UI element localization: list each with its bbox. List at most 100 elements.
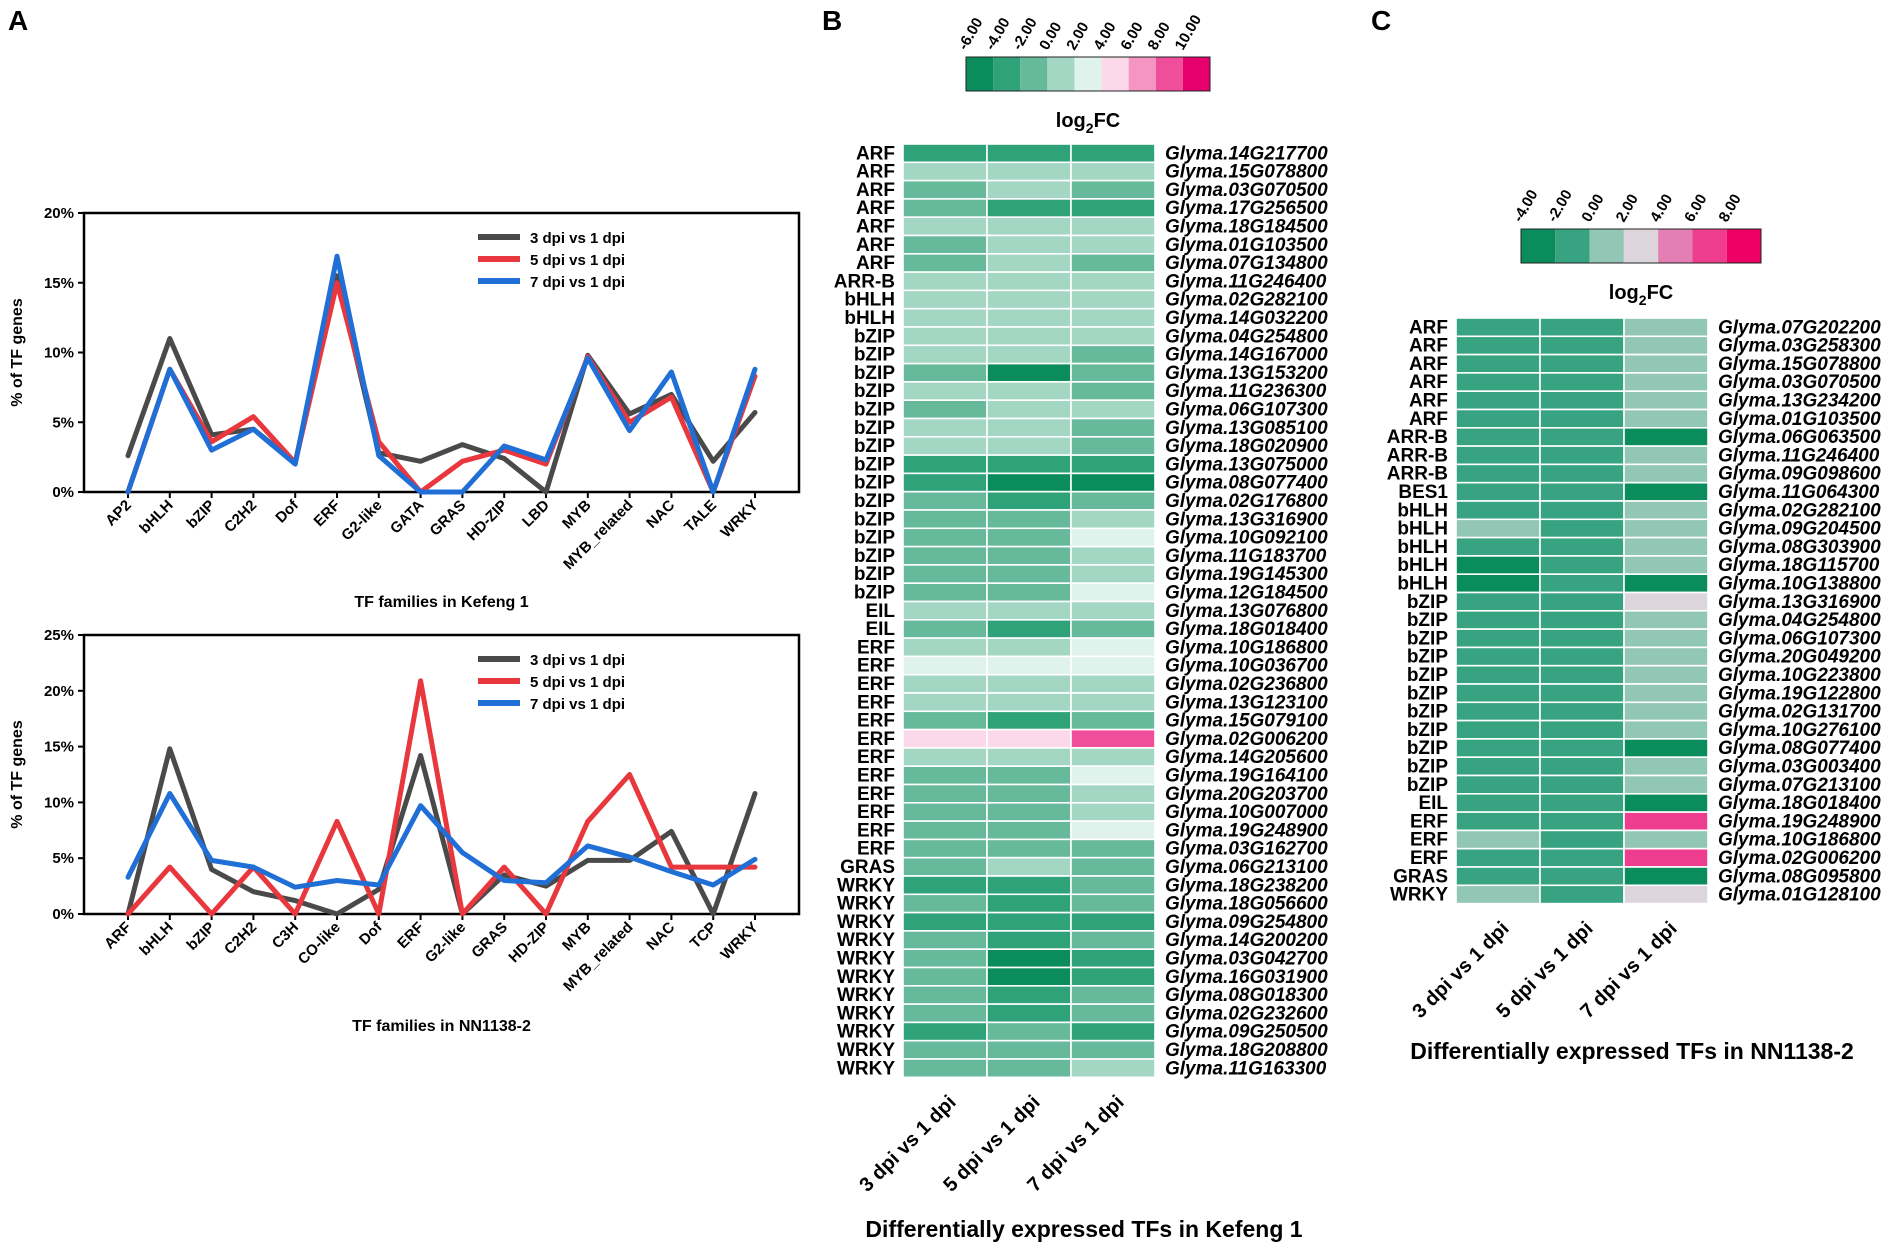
heatmap-cell <box>1623 683 1709 704</box>
scale-segment <box>1101 57 1129 91</box>
scale-segment <box>1155 57 1183 91</box>
row-family-label: bZIP <box>854 583 895 604</box>
row-family-label: ARR-B <box>834 271 895 292</box>
y-tick-label: 10% <box>44 794 74 811</box>
row-gene-label: Glyma.11G183700 <box>1165 546 1327 567</box>
heatmap-cell <box>902 911 988 932</box>
row-family-label: bZIP <box>1407 738 1448 759</box>
heatmap-cell <box>986 417 1072 438</box>
row-gene-label: Glyma.04G254800 <box>1718 610 1881 631</box>
series-line <box>125 253 758 495</box>
row-gene-label: Glyma.15G079100 <box>1165 711 1328 732</box>
row-family-label: ERF <box>857 692 895 713</box>
heatmap-cell <box>1070 637 1156 658</box>
heatmap-cell <box>902 966 988 987</box>
x-tick-label: AP2 <box>102 497 135 530</box>
heatmap-cell <box>902 454 988 475</box>
heatmap-cell <box>1623 591 1709 612</box>
row-gene-label: Glyma.02G176800 <box>1165 491 1328 512</box>
heatmap-cell <box>986 783 1072 804</box>
legend-label: 5 dpi vs 1 dpi <box>530 674 625 691</box>
heatmap-cell <box>1455 353 1541 374</box>
scale-title-part: FC <box>1094 110 1121 132</box>
heatmap-cell <box>1070 820 1156 841</box>
heatmap-cell <box>986 527 1072 548</box>
heatmap-cell <box>902 765 988 786</box>
row-family-label: ERF <box>857 784 895 805</box>
heatmap-cell <box>986 216 1072 237</box>
heatmap-cell <box>1070 179 1156 200</box>
scale-segment <box>1623 229 1659 263</box>
heatmap-cell <box>902 179 988 200</box>
row-family-label: ERF <box>857 729 895 750</box>
row-gene-label: Glyma.06G063500 <box>1718 427 1881 448</box>
row-gene-label: Glyma.15G078800 <box>1165 162 1328 183</box>
row-family-label: bHLH <box>1397 555 1448 576</box>
row-gene-label: Glyma.19G164100 <box>1165 766 1328 787</box>
row-gene-label: Glyma.18G184500 <box>1165 217 1328 238</box>
x-tick-label: NAC <box>643 497 678 532</box>
x-tick-label: bZIP <box>183 919 218 954</box>
row-family-label: bZIP <box>1407 702 1448 723</box>
x-tick-label: MYB <box>559 497 595 533</box>
row-gene-label: Glyma.17G256500 <box>1165 198 1328 219</box>
row-family-label: bHLH <box>1397 500 1448 521</box>
heatmap-cell <box>1623 701 1709 722</box>
heatmap-cell <box>1539 353 1625 374</box>
row-family-label: ERF <box>1410 811 1448 832</box>
row-gene-label: Glyma.03G003400 <box>1718 757 1881 778</box>
heatmap-title: Differentially expressed TFs in Kefeng 1 <box>865 1216 1302 1242</box>
heatmap-cell <box>1539 701 1625 722</box>
row-family-label: bZIP <box>854 418 895 439</box>
heatmap-cell <box>1070 472 1156 493</box>
heatmap-cell <box>1070 875 1156 896</box>
heatmap-cell <box>1070 253 1156 273</box>
scale-segment <box>1658 229 1693 263</box>
scale-tick-label: -2.00 <box>1009 15 1041 53</box>
heatmap-cell <box>1539 756 1625 777</box>
row-gene-label: Glyma.03G258300 <box>1718 336 1881 357</box>
scale-title-part: log <box>1609 282 1639 304</box>
heatmap-cell <box>902 618 988 639</box>
row-gene-label: Glyma.18G056600 <box>1165 894 1328 915</box>
legend-label: 5 dpi vs 1 dpi <box>530 252 625 269</box>
row-gene-label: Glyma.18G018400 <box>1718 793 1881 814</box>
heatmap-cell <box>902 673 988 694</box>
heatmap-cell <box>986 234 1072 255</box>
row-family-label: bZIP <box>854 454 895 475</box>
heatmap-cell <box>986 326 1072 347</box>
heatmap-cell <box>902 564 988 585</box>
row-gene-label: Glyma.08G077400 <box>1718 738 1881 759</box>
row-gene-label: Glyma.08G095800 <box>1718 866 1881 887</box>
row-family-label: ERF <box>857 711 895 732</box>
x-tick-label: ARF <box>101 919 135 953</box>
row-family-label: bZIP <box>1407 647 1448 668</box>
legend-label: 3 dpi vs 1 dpi <box>530 230 625 247</box>
heatmap-cell <box>1070 948 1156 969</box>
heatmap-cell <box>1455 628 1541 649</box>
heatmap-cell <box>1070 399 1156 420</box>
heatmap-cell <box>1070 930 1156 951</box>
scale-segment <box>1128 57 1156 91</box>
row-gene-label: Glyma.10G007000 <box>1165 802 1328 823</box>
heatmap-cell <box>986 271 1072 292</box>
heatmap-cell <box>1070 838 1156 859</box>
row-gene-label: Glyma.10G186800 <box>1718 830 1881 851</box>
heatmap-cell <box>1539 866 1625 887</box>
heatmap-cell <box>1623 573 1709 594</box>
x-tick-label: GRAS <box>468 919 511 962</box>
heatmap-cell <box>902 801 988 822</box>
heatmap-cell <box>1455 445 1541 466</box>
heatmap-cell <box>986 984 1072 1005</box>
row-family-label: bZIP <box>1407 775 1448 796</box>
heatmap-cell <box>986 399 1072 420</box>
heatmap-cell <box>1623 719 1709 740</box>
line-chart-nn1138: 0% 5% 10% 15% 20% 25% ARF bHLH bZIP C2H2 C3HCO-lik… <box>9 627 801 1035</box>
row-gene-label: Glyma.02G282100 <box>1718 500 1881 521</box>
heatmap-cell <box>1455 884 1541 905</box>
heatmap-cell <box>1455 573 1541 594</box>
heatmap-cell <box>986 362 1072 383</box>
heatmap-cell <box>902 637 988 658</box>
series-line <box>125 280 758 495</box>
series-line <box>125 678 758 917</box>
